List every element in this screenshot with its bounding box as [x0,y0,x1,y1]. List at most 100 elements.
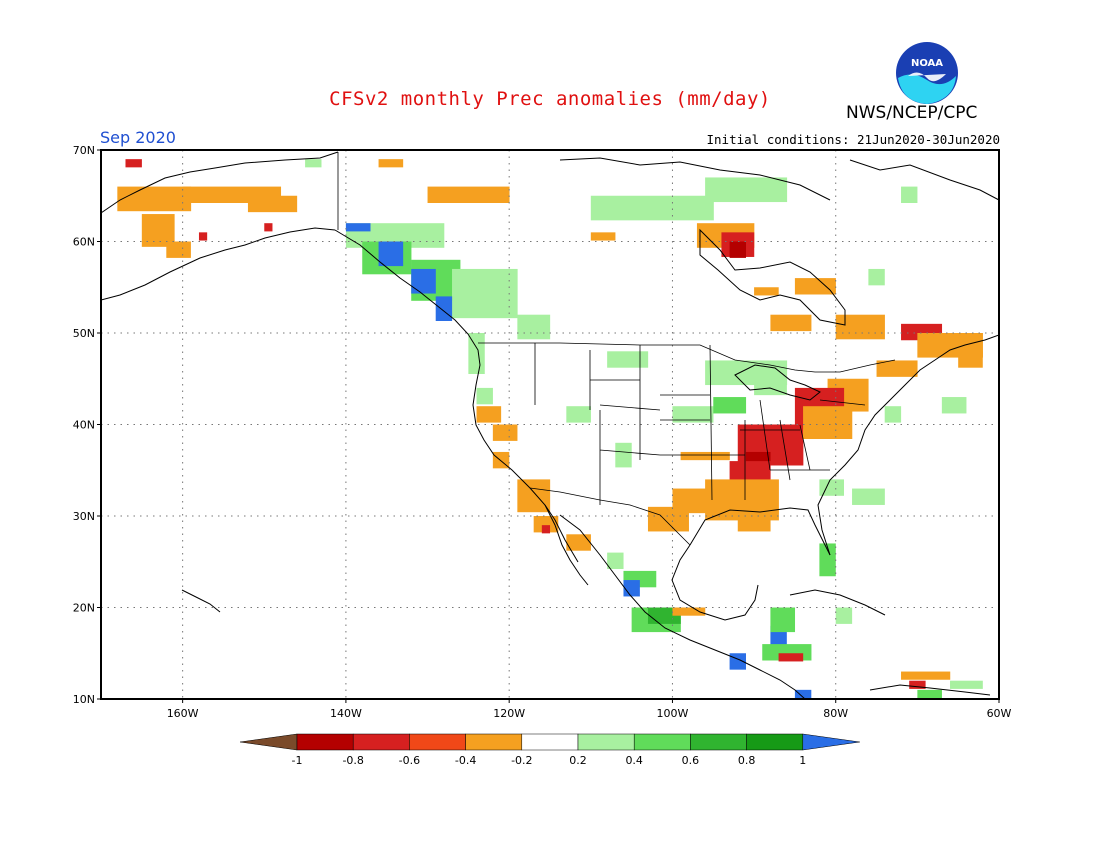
anomaly-cell [566,534,591,551]
legend-label: -0.2 [511,754,532,767]
longitude-label: 60W [987,707,1012,720]
anomaly-cell [647,506,689,532]
legend-swatch [521,733,579,751]
legend-label: 0.4 [625,754,643,767]
anomaly-cell [901,671,951,680]
legend-label: 0.8 [738,754,756,767]
anomaly-cell [958,351,983,368]
anomaly-cell [607,552,624,569]
legend-label: 0.6 [682,754,700,767]
anomaly-cell [876,360,918,377]
anomaly-cell [435,296,453,321]
noaa-logo: NOAA [894,40,960,106]
anomaly-cell [476,406,502,423]
legend-swatch [352,733,410,751]
anomaly-cell [917,689,942,699]
anomaly-cell [492,424,518,441]
agency-label: NWS/NCEP/CPC [846,103,978,123]
anomaly-cell [378,241,404,267]
anomaly-cell [770,607,796,633]
anomaly-cell [754,287,779,296]
anomaly-cell [345,223,371,232]
anomaly-cell [672,607,706,616]
anomaly-cell [166,241,191,258]
anomaly-cell [705,177,788,203]
legend-swatch [465,733,523,751]
longitude-labels: 160W 140W 120W 100W 80W 60W [167,707,1012,720]
longitude-label: 120W [493,707,525,720]
anomaly-cell [517,314,551,340]
anomaly-cell [868,268,885,286]
legend-arrow-high [802,733,860,751]
anomaly-cell [117,186,192,212]
longitude-label: 140W [330,707,362,720]
logo-text: NOAA [911,58,943,69]
longitude-label: 100W [657,707,689,720]
anomaly-cell [247,195,298,213]
legend-label: 0.2 [569,754,587,767]
anomaly-cell [884,406,902,423]
anomaly-cell [623,580,640,597]
anomaly-cell [264,223,273,232]
anomaly-cell [794,689,812,699]
graticule [101,150,999,699]
longitude-label: 80W [823,707,848,720]
longitude-ticks [182,699,1000,703]
latitude-label: 60N [73,236,95,249]
anomaly-cell [819,543,836,577]
forecast-month: Sep 2020 [100,128,176,147]
anomaly-cell [941,397,967,414]
anomaly-cell [541,525,551,534]
anomaly-cell [125,159,142,168]
latitude-label: 20N [73,602,95,615]
anomaly-cell [778,653,804,662]
legend-label: -0.4 [455,754,476,767]
latitude-ticks [97,149,101,700]
legend-label: -1 [292,754,303,767]
legend-labels: -1 -0.8 -0.6 -0.4 -0.2 0.2 0.4 0.6 0.8 1 [292,754,807,767]
legend-swatch [296,733,354,751]
latitude-labels: 70N 60N 50N 40N 30N 20N 10N [73,144,95,706]
anomaly-cell [590,232,616,241]
anomaly-cell [835,314,885,340]
legend-swatch [409,733,466,751]
anomaly-cell [590,195,714,221]
anomaly-cell [476,387,493,405]
latitude-label: 40N [73,419,95,432]
anomaly-cell [566,406,591,423]
legend-swatch [633,733,691,751]
longitude-label: 160W [167,707,199,720]
anomaly-cell [198,232,208,241]
anomaly-cell [901,186,918,203]
anomaly-cell [615,442,632,468]
anomaly-cell [672,406,714,423]
latitude-label: 10N [73,693,95,706]
legend-swatch [577,733,635,751]
color-legend [239,733,860,751]
anomaly-cell [803,406,853,439]
anomaly-cell [794,278,836,295]
anomaly-cell [378,159,404,168]
anomaly-cell [729,241,746,258]
anomaly-cell [411,268,436,294]
anomaly-cell [909,680,926,689]
anomaly-cell [852,488,885,505]
legend-arrow-low [239,733,298,751]
anomaly-cell [305,159,322,168]
legend-swatch [690,733,747,751]
anomaly-cell [680,451,730,461]
latitude-label: 70N [73,144,95,157]
legend-label: 1 [799,754,806,767]
latitude-label: 30N [73,510,95,523]
legend-swatch [746,733,804,751]
political-borders [337,152,896,546]
initial-conditions: Initial conditions: 21Jun2020-30Jun2020 [706,132,1001,147]
anomaly-cell [819,479,844,496]
latitude-label: 50N [73,327,95,340]
legend-label: -0.6 [399,754,420,767]
anomaly-cell [950,680,983,689]
coastlines [101,151,999,699]
anomaly-cell [607,351,649,368]
chart-title: CFSv2 monthly Prec anomalies (mm/day) [329,88,771,110]
